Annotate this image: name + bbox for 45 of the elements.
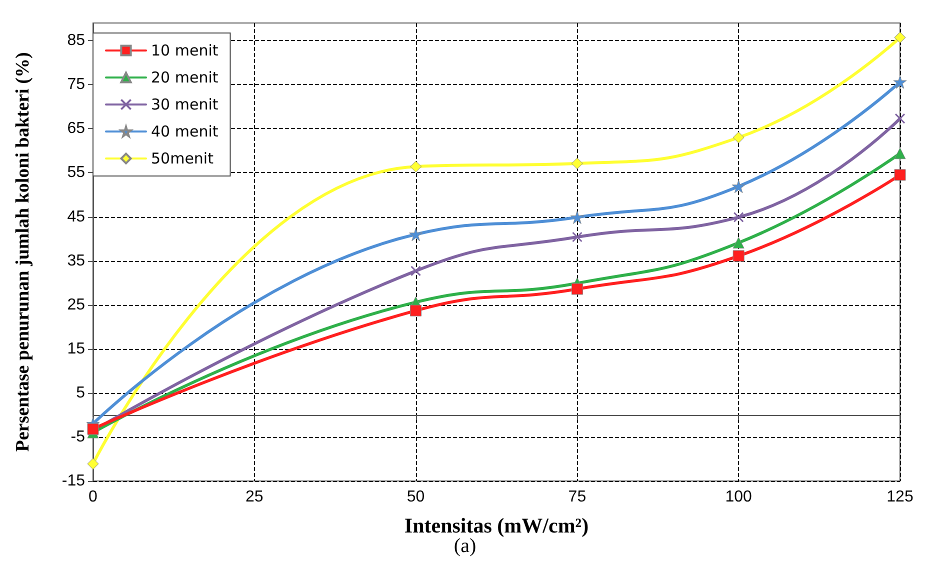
legend-label: 40 menit bbox=[151, 122, 218, 140]
point bbox=[410, 266, 422, 276]
y-tick-label: 65 bbox=[67, 120, 86, 138]
x-tick-label: 25 bbox=[246, 488, 264, 506]
point bbox=[571, 283, 583, 295]
x-tick-label: 50 bbox=[406, 488, 425, 506]
x-axis-title: Intensitas (mW/cm²) bbox=[404, 514, 589, 538]
point bbox=[732, 237, 744, 248]
legend-label: 10 menit bbox=[151, 42, 218, 60]
legend-label: 20 menit bbox=[151, 68, 218, 86]
point bbox=[409, 228, 423, 242]
y-tick-label: 75 bbox=[67, 76, 86, 94]
point bbox=[893, 75, 907, 89]
point bbox=[571, 158, 583, 170]
point bbox=[572, 232, 582, 242]
x-tick-label: 75 bbox=[568, 488, 586, 506]
text: (a) bbox=[454, 535, 476, 557]
point bbox=[410, 304, 422, 316]
y-tick-label: 15 bbox=[67, 340, 86, 358]
point bbox=[87, 423, 99, 435]
y-tick-label: 35 bbox=[67, 252, 86, 270]
point bbox=[732, 132, 744, 144]
point bbox=[732, 250, 744, 262]
point bbox=[894, 169, 906, 181]
y-axis-title: Persentase penurunan jumlah koloni bakteri (%) bbox=[12, 52, 34, 452]
y-tick-label: -5 bbox=[70, 428, 86, 446]
y-tick-label: 45 bbox=[67, 208, 86, 226]
point bbox=[410, 160, 422, 172]
y-tick-label: 5 bbox=[76, 384, 86, 402]
y-tick-label: -15 bbox=[62, 472, 86, 490]
y-tick-label: 85 bbox=[67, 32, 86, 50]
point bbox=[894, 32, 906, 44]
legend-label: 50menit bbox=[151, 150, 214, 168]
x-tick-label: 100 bbox=[725, 488, 752, 506]
x-tick-label: 125 bbox=[886, 488, 914, 506]
point bbox=[732, 180, 746, 194]
point bbox=[894, 113, 906, 124]
y-tick-label: 55 bbox=[67, 164, 86, 182]
point bbox=[87, 458, 99, 470]
legend-label: 30 menit bbox=[151, 96, 218, 114]
x-tick-label: 0 bbox=[88, 488, 98, 506]
point bbox=[570, 210, 584, 224]
y-tick-label: 25 bbox=[67, 296, 86, 314]
point bbox=[894, 148, 906, 160]
point bbox=[733, 212, 744, 222]
